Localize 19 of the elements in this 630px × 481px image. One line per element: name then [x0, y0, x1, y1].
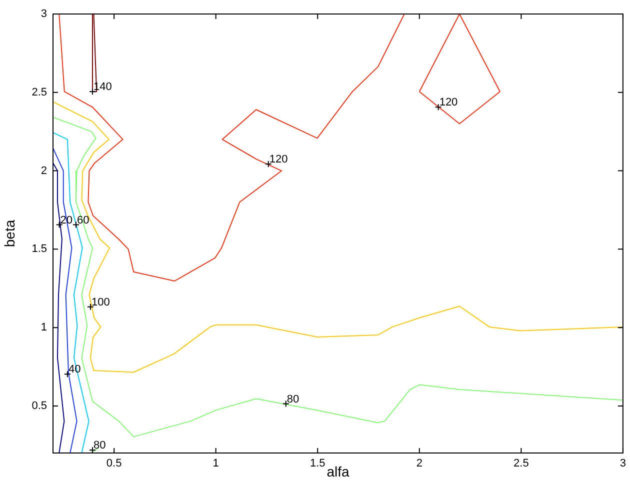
x-tick-label: 1 — [212, 458, 219, 470]
x-tick-label: 0.5 — [106, 458, 122, 470]
y-tick-label: 2 — [40, 164, 47, 177]
y-tick-label: 0.5 — [32, 400, 47, 412]
x-tick-label: 1.5 — [310, 458, 326, 470]
x-axis-title: alfa — [326, 463, 350, 480]
y-axis-title: beta — [1, 220, 18, 248]
annotation: 80 — [93, 440, 106, 452]
y-tick-label: 1.5 — [32, 243, 47, 256]
y-tick-label: 3 — [40, 8, 47, 20]
x-tick-label: 2.5 — [514, 458, 529, 470]
annotation: 120 — [269, 154, 288, 166]
y-tick-label: 2.5 — [32, 86, 47, 98]
annotation: 120 — [439, 96, 458, 109]
y-tick-label: 1 — [40, 322, 47, 334]
x-tick-label: 2 — [416, 458, 422, 470]
annotation: 80 — [286, 393, 300, 406]
annotation: 100 — [91, 296, 110, 308]
x-tick-label: 3 — [620, 458, 626, 470]
